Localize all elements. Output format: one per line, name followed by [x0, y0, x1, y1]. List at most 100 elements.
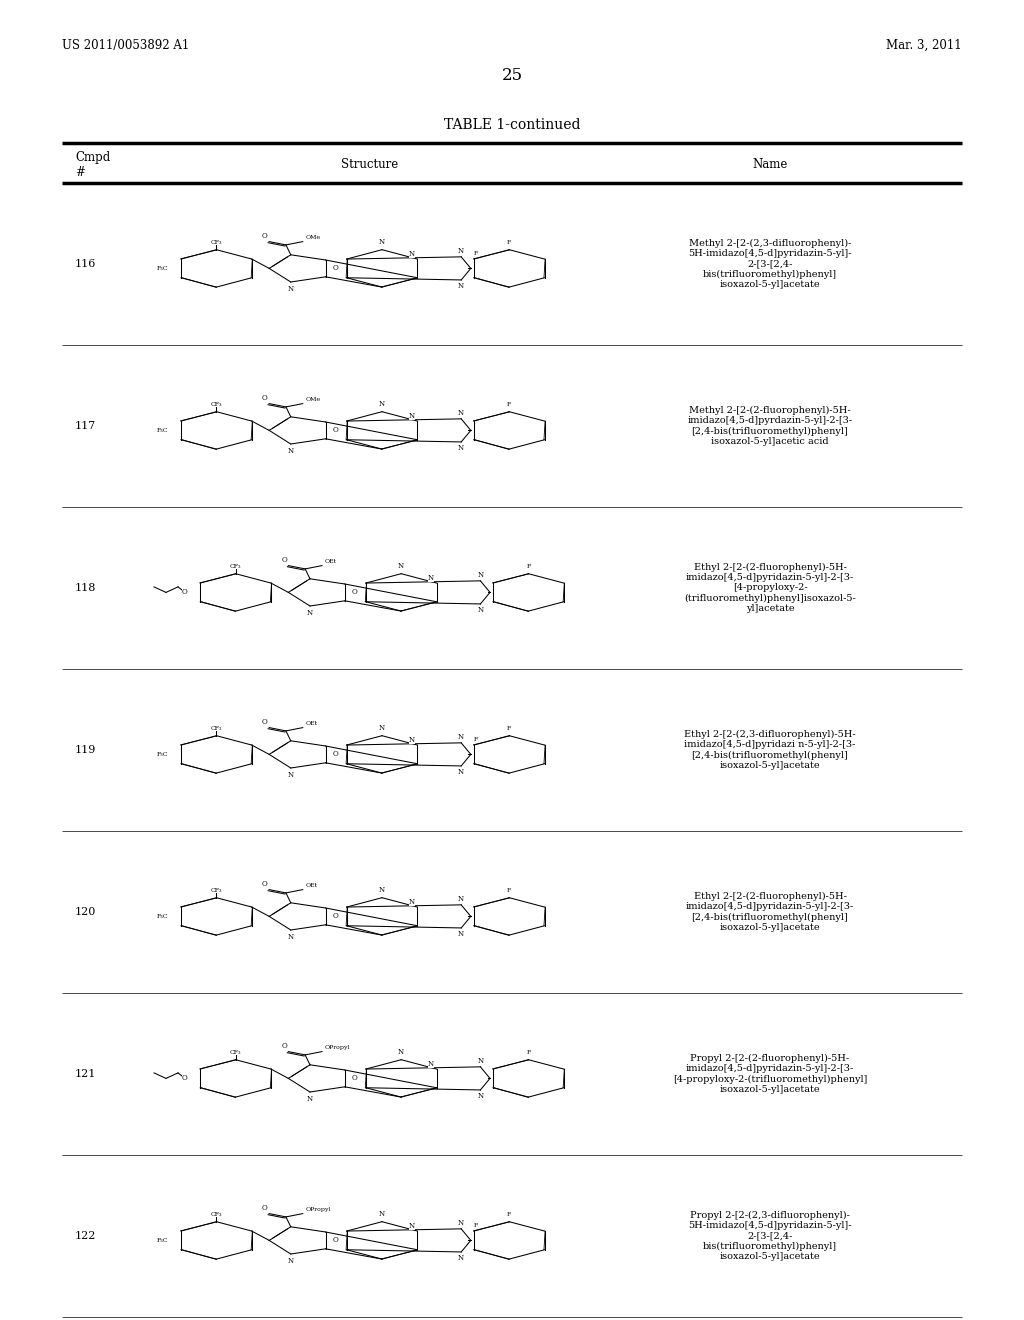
- Text: O: O: [262, 395, 267, 403]
- Text: OEt: OEt: [325, 560, 337, 565]
- Text: F₃C: F₃C: [157, 265, 168, 271]
- Text: N: N: [409, 898, 415, 906]
- Text: N: N: [428, 574, 434, 582]
- Text: N: N: [379, 887, 385, 895]
- Text: F: F: [507, 240, 511, 246]
- Text: F: F: [474, 737, 478, 742]
- Text: F₃C: F₃C: [157, 1238, 168, 1243]
- Text: CF₃: CF₃: [211, 726, 222, 730]
- Text: OPropyl: OPropyl: [305, 1208, 331, 1213]
- Text: Structure: Structure: [341, 158, 398, 172]
- Text: N: N: [458, 1254, 464, 1262]
- Text: Ethyl 2-[2-(2-fluorophenyl)-5H-
imidazo[4,5-d]pyridazin-5-yl]-2-[3-
[2,4-bis(tri: Ethyl 2-[2-(2-fluorophenyl)-5H- imidazo[…: [686, 892, 854, 932]
- Text: O: O: [262, 1204, 267, 1213]
- Text: O: O: [352, 589, 357, 597]
- Text: F₃C: F₃C: [157, 913, 168, 919]
- Text: N: N: [458, 733, 464, 741]
- Text: O: O: [282, 1043, 287, 1051]
- Text: CF₃: CF₃: [211, 239, 222, 244]
- Text: N: N: [307, 1094, 313, 1102]
- Text: N: N: [288, 285, 294, 293]
- Text: TABLE 1-continued: TABLE 1-continued: [443, 117, 581, 132]
- Text: O: O: [333, 1237, 339, 1245]
- Text: O: O: [333, 912, 339, 920]
- Text: Methyl 2-[2-(2,3-difluorophenyl)-
5H-imidazo[4,5-d]pyridazin-5-yl]-
2-[3-[2,4-
b: Methyl 2-[2-(2,3-difluorophenyl)- 5H-imi…: [688, 239, 852, 289]
- Text: N: N: [458, 444, 464, 453]
- Text: 120: 120: [75, 907, 96, 917]
- Text: OEt: OEt: [305, 722, 317, 726]
- Text: 121: 121: [75, 1069, 96, 1078]
- Text: N: N: [288, 933, 294, 941]
- Text: N: N: [379, 400, 385, 408]
- Text: N: N: [379, 1210, 385, 1218]
- Text: Propyl 2-[2-(2,3-difluorophenyl)-
5H-imidazo[4,5-d]pyridazin-5-yl]-
2-[3-[2,4-
b: Propyl 2-[2-(2,3-difluorophenyl)- 5H-imi…: [688, 1210, 852, 1262]
- Text: N: N: [458, 895, 464, 903]
- Text: F₃C: F₃C: [157, 428, 168, 433]
- Text: #: #: [75, 165, 85, 178]
- Text: N: N: [398, 1048, 404, 1056]
- Text: 25: 25: [502, 66, 522, 83]
- Text: O: O: [333, 750, 339, 759]
- Text: N: N: [458, 931, 464, 939]
- Text: N: N: [379, 725, 385, 733]
- Text: N: N: [409, 737, 415, 744]
- Text: N: N: [428, 1060, 434, 1068]
- Text: US 2011/0053892 A1: US 2011/0053892 A1: [62, 38, 189, 51]
- Text: N: N: [477, 606, 483, 614]
- Text: Methyl 2-[2-(2-fluorophenyl)-5H-
imidazo[4,5-d]pyrdazin-5-yl]-2-[3-
[2,4-bis(tri: Methyl 2-[2-(2-fluorophenyl)-5H- imidazo…: [687, 405, 853, 446]
- Text: N: N: [458, 247, 464, 255]
- Text: CF₃: CF₃: [211, 1212, 222, 1217]
- Text: OPropyl: OPropyl: [325, 1045, 350, 1051]
- Text: O: O: [282, 557, 287, 565]
- Text: CF₃: CF₃: [211, 401, 222, 407]
- Text: N: N: [477, 570, 483, 578]
- Text: F₃C: F₃C: [157, 752, 168, 756]
- Text: N: N: [288, 446, 294, 454]
- Text: Mar. 3, 2011: Mar. 3, 2011: [887, 38, 962, 51]
- Text: N: N: [477, 1056, 483, 1065]
- Text: F: F: [474, 251, 478, 256]
- Text: O: O: [333, 426, 339, 434]
- Text: O: O: [182, 589, 187, 597]
- Text: Name: Name: [753, 158, 787, 172]
- Text: 122: 122: [75, 1232, 96, 1241]
- Text: 119: 119: [75, 744, 96, 755]
- Text: N: N: [307, 609, 313, 616]
- Text: CF₃: CF₃: [211, 887, 222, 892]
- Text: N: N: [398, 562, 404, 570]
- Text: Propyl 2-[2-(2-fluorophenyl)-5H-
imidazo[4,5-d]pyridazin-5-yl]-2-[3-
[4-propylox: Propyl 2-[2-(2-fluorophenyl)-5H- imidazo…: [673, 1053, 867, 1094]
- Text: O: O: [262, 718, 267, 726]
- Text: N: N: [458, 768, 464, 776]
- Text: N: N: [458, 409, 464, 417]
- Text: N: N: [379, 239, 385, 247]
- Text: F: F: [507, 888, 511, 894]
- Text: O: O: [262, 232, 267, 240]
- Text: N: N: [458, 1218, 464, 1226]
- Text: CF₃: CF₃: [229, 1049, 242, 1055]
- Text: N: N: [409, 1222, 415, 1230]
- Text: O: O: [262, 880, 267, 888]
- Text: F: F: [507, 403, 511, 408]
- Text: 117: 117: [75, 421, 96, 432]
- Text: F: F: [526, 1051, 530, 1055]
- Text: N: N: [409, 249, 415, 257]
- Text: OMe: OMe: [305, 397, 321, 403]
- Text: Ethyl 2-[2-(2,3-difluorophenyl)-5H-
imidazo[4,5-d]pyridazi n-5-yl]-2-[3-
[2,4-bi: Ethyl 2-[2-(2,3-difluorophenyl)-5H- imid…: [684, 730, 856, 771]
- Text: O: O: [352, 1074, 357, 1082]
- Text: 118: 118: [75, 583, 96, 593]
- Text: O: O: [333, 264, 339, 272]
- Text: OMe: OMe: [305, 235, 321, 240]
- Text: F: F: [507, 1212, 511, 1217]
- Text: Ethyl 2-[2-(2-fluorophenyl)-5H-
imidazo[4,5-d]pyridazin-5-yl]-2-[3-
[4-propyloxy: Ethyl 2-[2-(2-fluorophenyl)-5H- imidazo[…: [684, 562, 856, 614]
- Text: O: O: [182, 1074, 187, 1082]
- Text: Cmpd: Cmpd: [75, 152, 111, 165]
- Text: F: F: [474, 1222, 478, 1228]
- Text: N: N: [409, 412, 415, 420]
- Text: CF₃: CF₃: [229, 564, 242, 569]
- Text: N: N: [458, 282, 464, 290]
- Text: N: N: [288, 771, 294, 779]
- Text: F: F: [507, 726, 511, 731]
- Text: F: F: [526, 565, 530, 569]
- Text: OEt: OEt: [305, 883, 317, 888]
- Text: 116: 116: [75, 259, 96, 269]
